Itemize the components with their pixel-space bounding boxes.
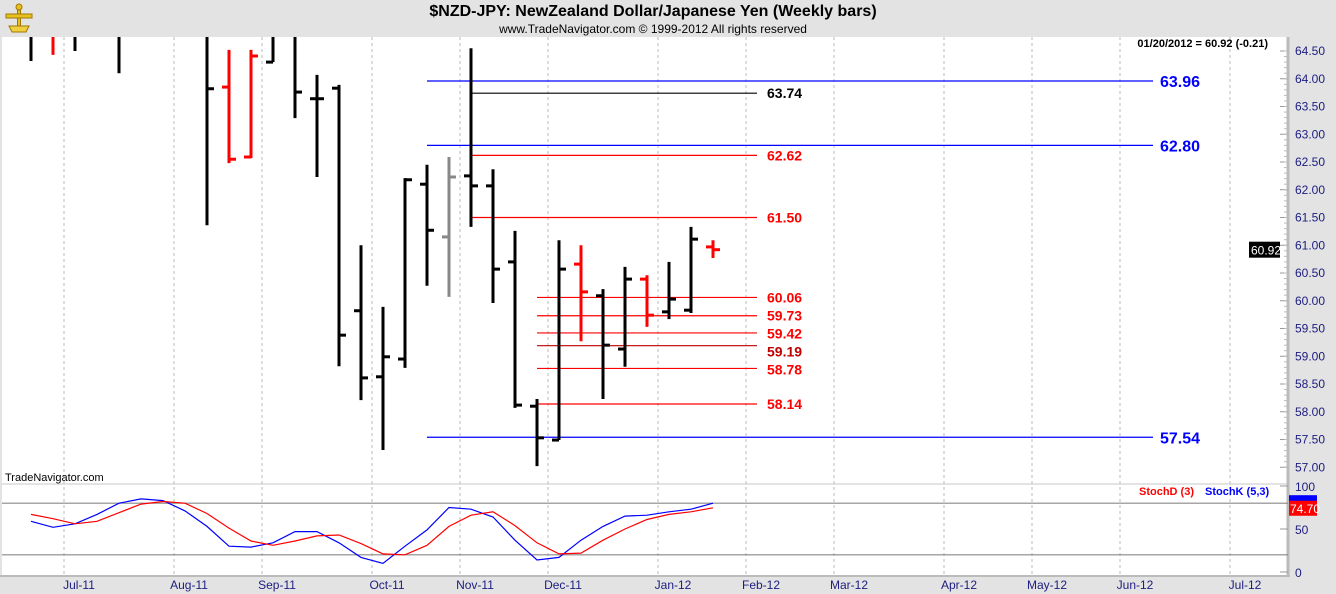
- x-tick-label: May-12: [1027, 578, 1067, 592]
- ohlc-bar: [354, 245, 368, 401]
- x-tick-label: Feb-12: [742, 578, 780, 592]
- ohlc-bar: [618, 266, 632, 367]
- stochk-last-marker: [1289, 495, 1317, 506]
- y-tick-label: 58.50: [1295, 377, 1325, 391]
- x-tick-label: Jun-12: [1117, 578, 1154, 592]
- ohlc-bar: [662, 261, 676, 320]
- level-label: 59.19: [767, 344, 802, 360]
- level-label: 61.50: [767, 210, 802, 226]
- ohlc-bar: [530, 398, 544, 467]
- level-label: 62.80: [1160, 138, 1200, 155]
- y-tick-label: 57.00: [1295, 460, 1325, 474]
- y-tick-label: 57.50: [1295, 433, 1325, 447]
- y-tick-label: 60.00: [1295, 294, 1325, 308]
- y-tick-label: 59.00: [1295, 349, 1325, 363]
- stoch-y-tick-label: 100: [1295, 480, 1315, 494]
- y-tick-label: 61.50: [1295, 211, 1325, 225]
- level-label: 60.06: [767, 289, 802, 305]
- x-tick-label: Oct-11: [369, 578, 404, 592]
- ohlc-bar: [398, 178, 412, 368]
- ohlc-bar: [596, 289, 610, 399]
- last-price-marker: [1249, 241, 1280, 258]
- chart-title: $NZD-JPY: NewZealand Dollar/Japanese Yen…: [0, 3, 1336, 21]
- ohlc-bar: [640, 275, 654, 327]
- ohlc-bar: [464, 48, 478, 227]
- x-tick-label: Jul-11: [63, 578, 95, 592]
- price-readout: 01/20/2012 = 60.92 (-0.21): [1137, 38, 1268, 50]
- stochd-last-label: 74.70: [1290, 502, 1320, 516]
- ohlc-bar: [486, 169, 500, 303]
- x-tick-label: Mar-12: [830, 578, 868, 592]
- trade-navigator-logo-icon: [4, 2, 34, 34]
- chart-subtitle: www.TradeNavigator.com © 1999-2012 All r…: [0, 22, 1336, 36]
- level-label: 63.74: [767, 85, 802, 101]
- ohlc-bar: [376, 306, 390, 451]
- watermark-text: TradeNavigator.com: [5, 472, 104, 484]
- ohlc-bar: [574, 245, 588, 342]
- stoch-y-tick-label: 0: [1295, 566, 1302, 580]
- level-label: 59.73: [767, 307, 802, 323]
- y-tick-label: 63.00: [1295, 127, 1325, 141]
- trophy-icon: [5, 3, 33, 33]
- ohlc-bar: [332, 84, 346, 367]
- ohlc-bar: [420, 164, 434, 286]
- x-tick-label: Sep-11: [258, 578, 296, 592]
- legend-stochk: StochK (5,3): [1205, 486, 1270, 498]
- y-tick-label: 62.00: [1295, 183, 1325, 197]
- ohlc-bar: [266, 37, 275, 64]
- y-tick-label: 61.00: [1295, 238, 1325, 252]
- level-label: 63.96: [1160, 74, 1200, 91]
- level-label: 57.54: [1160, 430, 1200, 447]
- ohlc-bar: [508, 230, 522, 408]
- x-tick-label: Dec-11: [544, 578, 582, 592]
- level-label: 62.62: [767, 147, 802, 163]
- y-tick-label: 60.50: [1295, 266, 1325, 280]
- x-tick-label: Apr-12: [941, 578, 977, 592]
- ohlc-bar: [205, 37, 214, 226]
- copyright-text: www.TradeNavigator.com © 1999-2012 All r…: [499, 22, 807, 36]
- level-label: 58.14: [767, 396, 802, 412]
- ohlc-bar: [293, 37, 302, 119]
- chart-title-text: $NZD-JPY: NewZealand Dollar/Japanese Yen…: [429, 3, 877, 20]
- y-tick-label: 59.50: [1295, 322, 1325, 336]
- y-tick-label: 64.00: [1295, 72, 1325, 86]
- stochd-last-marker: [1289, 500, 1317, 516]
- x-tick-label: Jan-12: [655, 578, 692, 592]
- price-plot-area: [29, 37, 1153, 467]
- ohlc-bar: [552, 240, 566, 442]
- level-label: 59.42: [767, 325, 802, 341]
- stoch-line-k: [30, 498, 714, 565]
- legend-stochd: StochD (3): [1139, 486, 1194, 498]
- ohlc-bar: [244, 49, 258, 159]
- x-tick-label: Aug-11: [170, 578, 208, 592]
- ohlc-bar: [684, 226, 698, 313]
- stoch-line-d: [30, 500, 714, 556]
- ohlc-bar: [222, 49, 236, 164]
- level-label: 58.78: [767, 362, 802, 378]
- ohlc-bar: [442, 157, 456, 297]
- x-tick-label: Nov-11: [456, 578, 494, 592]
- price-panel: [2, 37, 1288, 483]
- y-tick-label: 62.50: [1295, 155, 1325, 169]
- y-tick-label: 58.00: [1295, 405, 1325, 419]
- stoch-y-tick-label: 50: [1295, 523, 1309, 537]
- y-tick-label: 64.50: [1295, 44, 1325, 58]
- indicator-panel: [2, 485, 1288, 575]
- x-tick-label: Jul-12: [1229, 578, 1262, 592]
- last-price-label: 60.92: [1251, 244, 1281, 258]
- y-tick-label: 63.50: [1295, 100, 1325, 114]
- ohlc-bar: [706, 240, 720, 259]
- ohlc-bar: [310, 74, 324, 177]
